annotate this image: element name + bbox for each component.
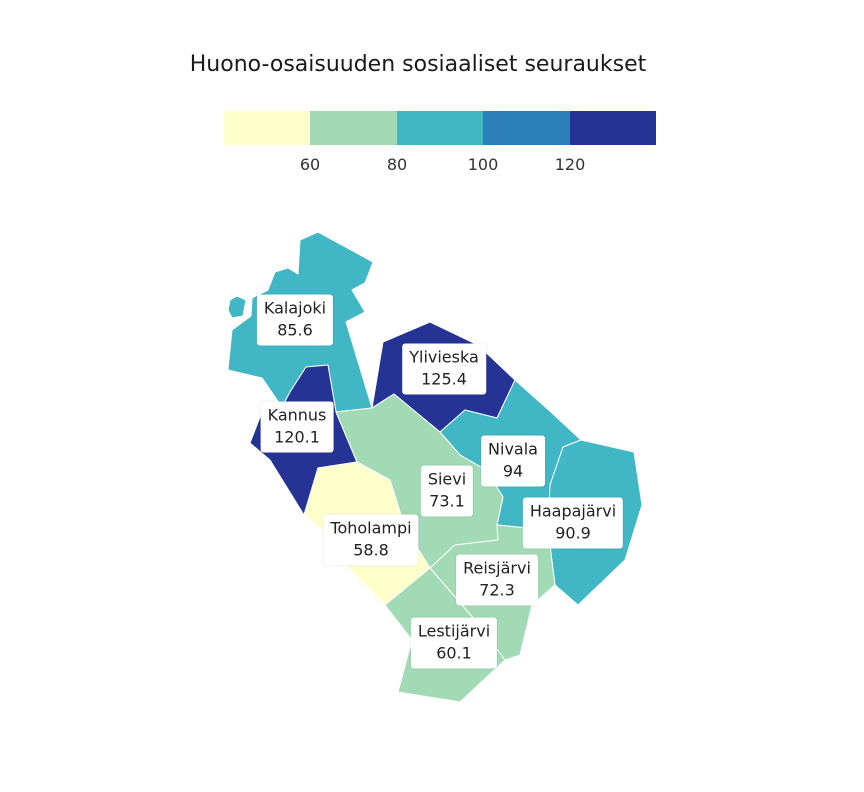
region-name: Toholampi [330,518,412,538]
label-kannus: Kannus 120.1 [260,401,334,453]
region-value: 90.9 [555,523,591,543]
region-name: Kalajoki [263,298,327,318]
region-name: Lestijärvi [417,621,491,641]
region-name: Reisjärvi [463,558,531,578]
legend-tick-120: 120 [554,155,586,174]
region-name: Haapajärvi [529,501,617,521]
label-kalajoki: Kalajoki 85.6 [256,294,334,346]
region-value: 120.1 [274,427,320,447]
legend-tick-80: 80 [386,155,408,174]
color-legend [224,111,657,145]
label-lestijarvi: Lestijärvi 60.1 [410,617,498,669]
chart-title: Huono-osaisuuden sosiaaliset seuraukset [189,52,647,77]
legend-swatch-4 [483,111,570,145]
label-nivala: Nivala 94 [481,435,545,487]
legend-swatch-1 [224,111,311,145]
label-toholampi: Toholampi 58.8 [323,514,419,566]
label-haapajarvi: Haapajärvi 90.9 [522,497,624,549]
legend-swatch-5 [569,111,657,145]
region-name: Sievi [427,469,467,489]
region-name: Nivala [488,439,538,459]
region-value: 60.1 [436,643,472,663]
legend-tick-60: 60 [299,155,321,174]
region-value: 94 [502,461,524,481]
region-value: 73.1 [429,491,465,511]
region-value: 125.4 [421,369,467,389]
region-name: Ylivieska [409,347,479,367]
legend-swatch-3 [396,111,484,145]
label-ylivieska: Ylivieska 125.4 [402,343,486,395]
region-value: 72.3 [479,580,515,600]
label-reisjarvi: Reisjärvi 72.3 [456,554,538,606]
region-kalajoki-island [227,295,247,319]
label-sievi: Sievi 73.1 [420,465,474,517]
region-name: Kannus [267,405,327,425]
legend-tick-100: 100 [467,155,499,174]
region-value: 58.8 [353,540,389,560]
region-value: 85.6 [277,320,313,340]
legend-swatch-2 [310,111,397,145]
